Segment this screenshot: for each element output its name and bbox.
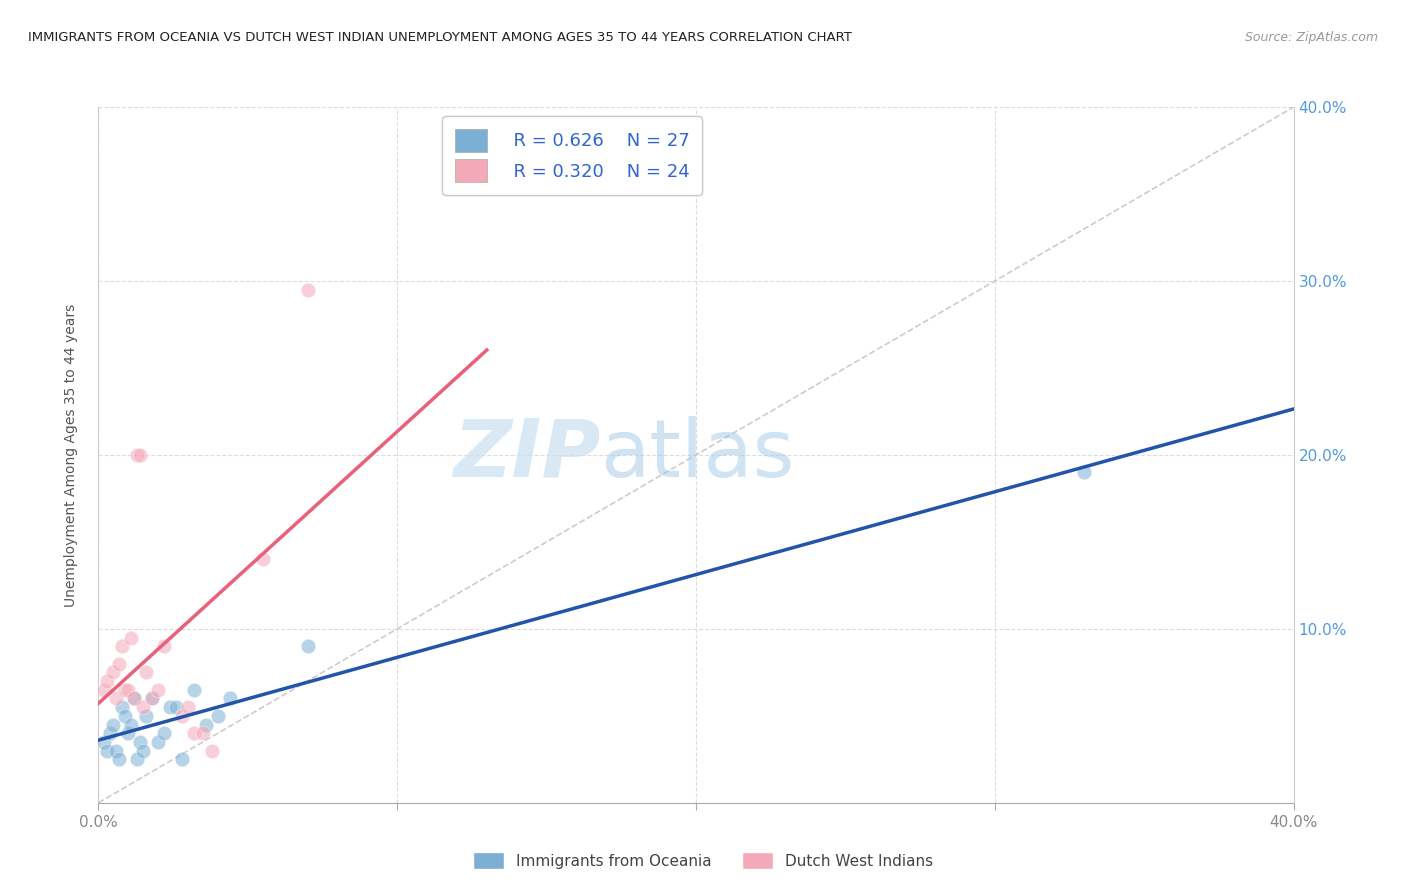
Point (129, 735, 152, 749)
Point (165, 700, 187, 714)
Point (183, 726, 205, 740)
Point (96, 744, 118, 758)
Text: atlas: atlas (600, 416, 794, 494)
Point (207, 708, 229, 723)
Point (108, 752, 131, 766)
Point (127, 752, 149, 766)
Point (141, 691, 163, 706)
Point (195, 717, 218, 731)
Text: IMMIGRANTS FROM OCEANIA VS DUTCH WEST INDIAN UNEMPLOYMENT AMONG AGES 35 TO 44 YE: IMMIGRANTS FROM OCEANIA VS DUTCH WEST IN… (28, 31, 852, 45)
Point (120, 717, 142, 731)
Point (96, 674, 118, 689)
Point (120, 631, 142, 645)
Point (117, 726, 139, 740)
Point (183, 682, 205, 697)
Point (172, 708, 194, 723)
Point (297, 283, 319, 297)
Point (129, 448, 152, 462)
Point (124, 691, 146, 706)
Point (93, 735, 115, 749)
Point (219, 691, 242, 706)
Point (111, 639, 134, 653)
Legend: Immigrants from Oceania, Dutch West Indians: Immigrants from Oceania, Dutch West Indi… (467, 846, 939, 875)
Legend:   R = 0.626    N = 27,   R = 0.320    N = 24: R = 0.626 N = 27, R = 0.320 N = 24 (441, 116, 702, 195)
Point (114, 708, 136, 723)
Point (103, 717, 125, 731)
Point (117, 682, 139, 697)
Y-axis label: Unemployment Among Ages 35 to 44 years: Unemployment Among Ages 35 to 44 years (63, 303, 77, 607)
Point (177, 700, 200, 714)
Point (297, 639, 319, 653)
Point (114, 682, 136, 697)
Text: Source: ZipAtlas.com: Source: ZipAtlas.com (1244, 31, 1378, 45)
Point (108, 657, 131, 671)
Point (252, 552, 274, 566)
Point (201, 744, 224, 758)
Point (124, 691, 146, 706)
Text: ZIP: ZIP (453, 416, 600, 494)
Point (100, 726, 122, 740)
Point (105, 691, 128, 706)
Point (103, 665, 125, 680)
Point (132, 744, 155, 758)
Point (141, 691, 163, 706)
Point (135, 665, 157, 680)
Point (153, 639, 176, 653)
Point (191, 726, 214, 740)
Point (105, 744, 128, 758)
Point (93, 682, 115, 697)
Point (172, 752, 194, 766)
Point (1073, 466, 1095, 480)
Point (132, 700, 155, 714)
Point (127, 448, 149, 462)
Point (153, 726, 176, 740)
Point (159, 700, 181, 714)
Point (148, 682, 170, 697)
Point (135, 708, 157, 723)
Point (111, 700, 134, 714)
Point (148, 735, 170, 749)
